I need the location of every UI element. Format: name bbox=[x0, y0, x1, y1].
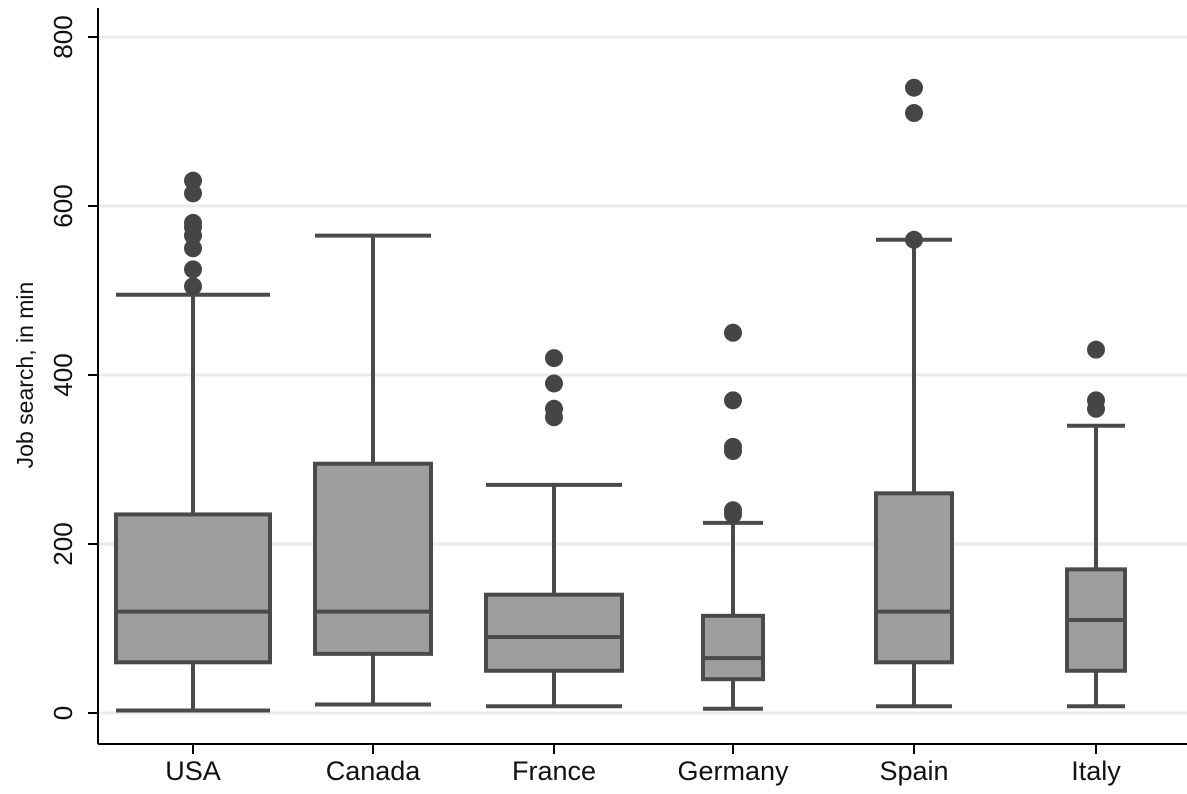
outlier-germany-5 bbox=[724, 323, 742, 342]
outlier-usa-1 bbox=[184, 260, 202, 279]
outlier-usa-7 bbox=[184, 171, 202, 190]
box-canada bbox=[313, 461, 433, 656]
outlier-spain-2 bbox=[905, 78, 923, 97]
outlier-france-2 bbox=[545, 374, 563, 393]
outlier-usa-2 bbox=[184, 239, 202, 258]
box-spain bbox=[874, 491, 954, 665]
outlier-italy-1 bbox=[1087, 391, 1105, 410]
x-tick-label: Germany bbox=[677, 756, 789, 786]
y-axis-title: Job search, in min bbox=[12, 282, 38, 469]
outlier-italy-2 bbox=[1087, 340, 1105, 359]
outlier-germany-3 bbox=[724, 437, 742, 456]
x-tick-label: USA bbox=[165, 756, 221, 786]
box-germany bbox=[701, 613, 765, 682]
outlier-germany-1 bbox=[724, 501, 742, 520]
outlier-spain-1 bbox=[905, 104, 923, 123]
y-tick-label: 600 bbox=[48, 184, 78, 227]
x-tick-label: Canada bbox=[326, 756, 422, 786]
outlier-usa-5 bbox=[184, 213, 202, 232]
outlier-spain-0 bbox=[905, 230, 923, 249]
x-tick-label: France bbox=[512, 756, 596, 786]
x-tick-label: Italy bbox=[1071, 756, 1121, 786]
outlier-france-1 bbox=[545, 399, 563, 418]
outlier-usa-0 bbox=[184, 277, 202, 296]
box-france bbox=[484, 592, 624, 673]
y-tick-label: 400 bbox=[48, 353, 78, 396]
outlier-france-3 bbox=[545, 349, 563, 368]
outlier-germany-4 bbox=[724, 391, 742, 410]
y-tick-label: 0 bbox=[48, 706, 78, 720]
x-tick-label: Spain bbox=[879, 756, 948, 786]
y-tick-label: 200 bbox=[48, 522, 78, 565]
box-usa bbox=[114, 512, 272, 665]
y-tick-label: 800 bbox=[48, 15, 78, 58]
outlier-usa-6 bbox=[184, 184, 202, 203]
